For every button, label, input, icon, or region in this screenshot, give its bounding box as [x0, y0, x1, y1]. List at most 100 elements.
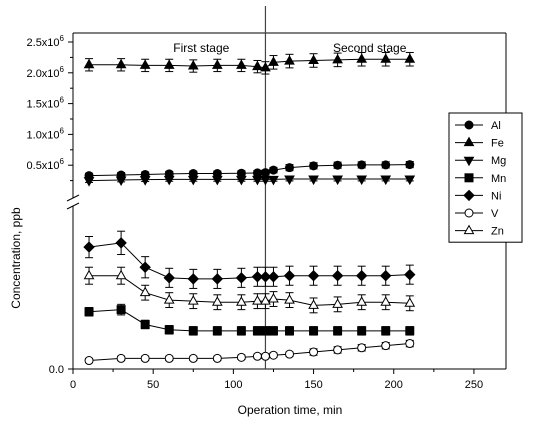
- data-point: [405, 339, 415, 349]
- data-point: [309, 161, 319, 171]
- data-point: [140, 319, 150, 329]
- data-point: [260, 326, 270, 336]
- data-point: [116, 353, 126, 363]
- data-point: [284, 175, 295, 186]
- legend-item-al: Al: [455, 120, 501, 132]
- data-point: [252, 326, 262, 336]
- legend-item-ni: Ni: [455, 189, 501, 202]
- data-point: [404, 175, 416, 186]
- y-tick-label: 0.0: [49, 364, 64, 376]
- data-point: [211, 273, 224, 285]
- data-point: [404, 53, 416, 63]
- data-point: [139, 286, 151, 297]
- data-point: [212, 353, 222, 363]
- legend-label: Zn: [491, 226, 504, 238]
- data-point: [380, 53, 392, 63]
- data-point: [357, 326, 367, 336]
- legend-marker: [464, 208, 474, 218]
- data-point: [357, 160, 367, 170]
- data-point: [259, 271, 272, 283]
- data-point: [236, 352, 246, 362]
- data-point: [283, 270, 296, 282]
- legend-marker: [464, 173, 474, 183]
- data-point: [84, 356, 94, 366]
- data-point: [268, 165, 278, 175]
- data-point: [252, 168, 262, 178]
- data-point: [268, 56, 279, 66]
- data-point: [211, 296, 223, 306]
- data-point: [252, 351, 262, 361]
- data-point: [187, 295, 199, 305]
- data-point: [331, 270, 344, 282]
- data-point: [308, 54, 319, 64]
- y-axis-label: Concentration, ppb: [9, 207, 23, 309]
- data-point: [140, 353, 150, 363]
- data-point: [188, 353, 198, 363]
- legend-label: Al: [491, 120, 501, 132]
- axis-break-mark-2: [66, 202, 80, 210]
- data-point: [356, 175, 368, 186]
- legend-item-fe: Fe: [455, 136, 504, 150]
- data-point: [252, 175, 263, 186]
- x-tick-label: 50: [147, 379, 159, 391]
- data-point: [333, 326, 343, 336]
- data-point: [380, 296, 392, 306]
- data-point: [260, 175, 271, 186]
- data-point: [357, 343, 367, 353]
- data-point: [332, 298, 343, 308]
- series-line: [89, 58, 410, 69]
- legend-marker: [463, 224, 475, 235]
- data-point: [252, 60, 263, 71]
- x-tick-label: 250: [465, 379, 483, 391]
- data-point: [260, 351, 270, 361]
- data-point: [308, 299, 319, 309]
- data-point: [83, 241, 95, 253]
- legend-marker: [463, 136, 475, 147]
- x-tick-label: 0: [70, 379, 76, 391]
- data-point: [333, 160, 343, 170]
- data-point: [84, 307, 94, 317]
- legend-item-mn: Mn: [455, 173, 506, 185]
- data-point: [83, 269, 95, 280]
- data-point: [163, 272, 175, 284]
- data-point: [163, 175, 175, 186]
- data-point: [211, 175, 223, 186]
- data-point: [285, 163, 294, 173]
- data-point: [404, 268, 416, 281]
- data-point: [139, 261, 151, 273]
- data-point: [356, 53, 368, 63]
- legend-label: Ni: [491, 190, 501, 202]
- legend-marker: [463, 156, 475, 167]
- data-point: [404, 297, 416, 307]
- data-point: [381, 341, 391, 351]
- stage-annotation: First stage: [173, 41, 229, 55]
- series-mn: [84, 303, 415, 336]
- stage-boundary-line: First stage Second stage: [173, 6, 407, 369]
- legend-marker: [463, 189, 475, 202]
- series-zn: [83, 266, 416, 314]
- data-point: [309, 347, 319, 357]
- data-point: [309, 326, 319, 336]
- data-point: [187, 175, 199, 186]
- y-axis: 0.5x106 1.0x106 1.5x106 2.0x106 2.5x106 0.0: [27, 34, 73, 376]
- data-point: [333, 345, 343, 355]
- data-point: [251, 271, 264, 283]
- series-layer: [83, 51, 416, 366]
- data-point: [236, 59, 247, 69]
- data-point: [308, 175, 319, 186]
- data-point: [381, 160, 391, 170]
- data-point: [260, 61, 271, 72]
- data-point: [164, 353, 174, 363]
- series-mg: [83, 175, 416, 187]
- legend-item-zn: Zn: [455, 224, 504, 238]
- data-point: [285, 326, 294, 336]
- data-point: [187, 273, 199, 285]
- data-point: [267, 271, 280, 283]
- data-point: [332, 175, 343, 186]
- series-line: [89, 178, 410, 182]
- x-tick-label: 100: [224, 379, 242, 391]
- data-point: [211, 59, 223, 69]
- data-point: [236, 296, 247, 306]
- x-tick-label: 150: [304, 379, 322, 391]
